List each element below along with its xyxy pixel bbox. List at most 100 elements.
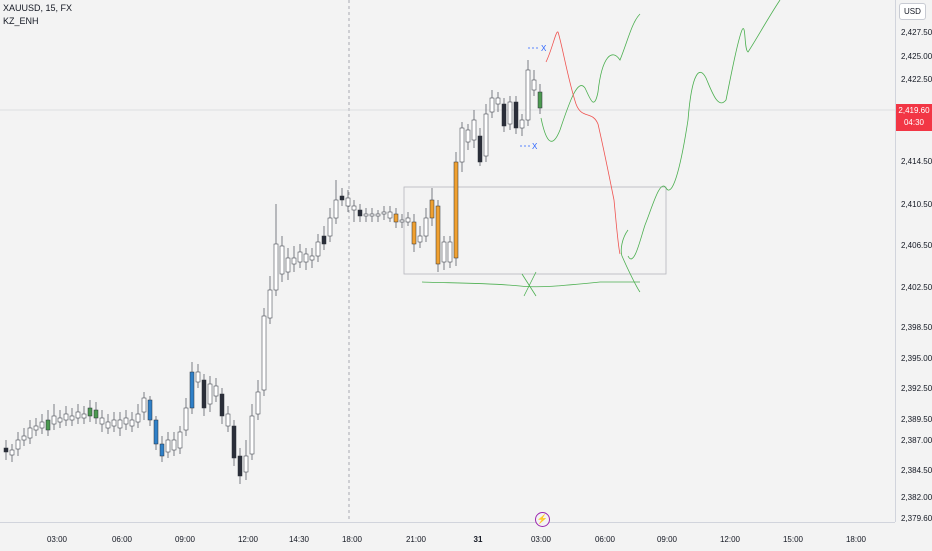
- candle-body: [333, 199, 339, 219]
- candle-body: [213, 385, 219, 397]
- candle-body: [225, 413, 231, 427]
- currency-button[interactable]: USD: [899, 3, 926, 20]
- candle-body: [57, 417, 63, 423]
- time-label: 09:00: [174, 535, 196, 544]
- price-label: 2,402.50: [901, 283, 932, 292]
- price-label: 2,427.50: [901, 28, 932, 37]
- projection-path-red[interactable]: [545, 31, 621, 255]
- price-chart[interactable]: X X: [0, 0, 895, 522]
- candle-body: [183, 407, 189, 431]
- price-label: 2,384.50: [901, 466, 932, 475]
- price-label: 2,379.60: [901, 514, 932, 523]
- candle-body: [69, 415, 75, 421]
- candle-body: [537, 91, 543, 109]
- symbol-title[interactable]: XAUUSD, 15, FX: [3, 3, 73, 13]
- candle-body: [273, 243, 279, 291]
- marker-x-top: X: [541, 44, 547, 53]
- cross-mark-b: [523, 271, 537, 297]
- projection-path-green-3[interactable]: [620, 229, 641, 293]
- candle-body: [237, 455, 243, 477]
- projection-path-green[interactable]: [540, 13, 641, 142]
- candle-body: [123, 417, 129, 425]
- candle-body: [369, 213, 375, 217]
- marker-x-bottom: X: [532, 142, 538, 151]
- candle-body: [135, 413, 141, 423]
- candle-body: [141, 397, 147, 413]
- candle-body: [291, 257, 297, 265]
- candle-body: [435, 205, 441, 265]
- candle-body: [285, 257, 291, 273]
- candle-body: [117, 419, 123, 429]
- candle-body: [519, 119, 525, 129]
- candle-body: [411, 221, 417, 245]
- time-label: 18:00: [845, 535, 867, 544]
- candle-body: [423, 217, 429, 237]
- candle-body: [495, 97, 501, 105]
- candle-body: [3, 447, 9, 453]
- candle-body: [111, 419, 117, 427]
- candle-body: [399, 219, 405, 223]
- chart-area[interactable]: X X XAUUSD, 15, FX KZ_ENH: [0, 0, 895, 522]
- price-label: 2,422.50: [901, 75, 932, 84]
- candle-body: [447, 241, 453, 263]
- candle-body: [33, 425, 39, 431]
- candle-body: [531, 79, 537, 91]
- candle-body: [459, 127, 465, 163]
- candle-body: [105, 421, 111, 429]
- candle-body: [327, 217, 333, 237]
- candle-body: [465, 129, 471, 143]
- candle-body: [51, 415, 57, 425]
- candle-body: [87, 407, 93, 417]
- time-label: 06:00: [111, 535, 133, 544]
- candle-body: [153, 419, 159, 445]
- price-label: 2,387.00: [901, 436, 932, 445]
- time-label: 12:00: [237, 535, 259, 544]
- candle-body: [159, 443, 165, 457]
- time-axis[interactable]: [0, 522, 895, 551]
- price-label: 2,406.50: [901, 241, 932, 250]
- indicator-label[interactable]: KZ_ENH: [3, 16, 39, 26]
- candle-body: [207, 383, 213, 405]
- lightning-icon[interactable]: ⚡: [535, 512, 550, 527]
- candle-body: [93, 409, 99, 419]
- candle-body: [477, 135, 483, 163]
- support-line-green[interactable]: [421, 281, 640, 288]
- price-label: 2,398.50: [901, 323, 932, 332]
- candle-body: [267, 289, 273, 319]
- projection-path-green-2[interactable]: [627, 0, 781, 260]
- candle-body: [525, 69, 531, 121]
- candle-body: [75, 411, 81, 419]
- candle-body: [357, 209, 363, 217]
- candle-body: [471, 119, 477, 141]
- candle-body: [363, 213, 369, 217]
- candle-body: [171, 439, 177, 451]
- candle-body: [231, 425, 237, 459]
- candles-layer: [3, 60, 543, 484]
- candle-body: [189, 371, 195, 409]
- candle-body: [195, 371, 201, 383]
- candle-body: [483, 113, 489, 157]
- last-price-value: 2,419.60: [898, 106, 930, 115]
- candle-body: [405, 217, 411, 223]
- time-label: 15:00: [782, 535, 804, 544]
- bar-countdown: 04:30: [903, 118, 925, 127]
- candle-body: [15, 439, 21, 450]
- candle-body: [129, 419, 135, 427]
- price-label: 2,389.50: [901, 415, 932, 424]
- candle-body: [309, 255, 315, 261]
- price-axis[interactable]: [895, 0, 932, 522]
- time-label: 14:30: [288, 535, 310, 544]
- candle-body: [279, 245, 285, 275]
- price-label: 2,410.50: [901, 200, 932, 209]
- price-label: 2,382.00: [901, 493, 932, 502]
- candle-body: [45, 419, 51, 431]
- candle-body: [249, 415, 255, 455]
- price-label: 2,392.50: [901, 384, 932, 393]
- candle-body: [453, 161, 459, 259]
- candle-body: [297, 251, 303, 263]
- candle-body: [21, 435, 27, 441]
- candle-body: [345, 197, 351, 207]
- time-label: 03:00: [46, 535, 68, 544]
- candle-body: [507, 101, 513, 125]
- candle-body: [63, 413, 69, 421]
